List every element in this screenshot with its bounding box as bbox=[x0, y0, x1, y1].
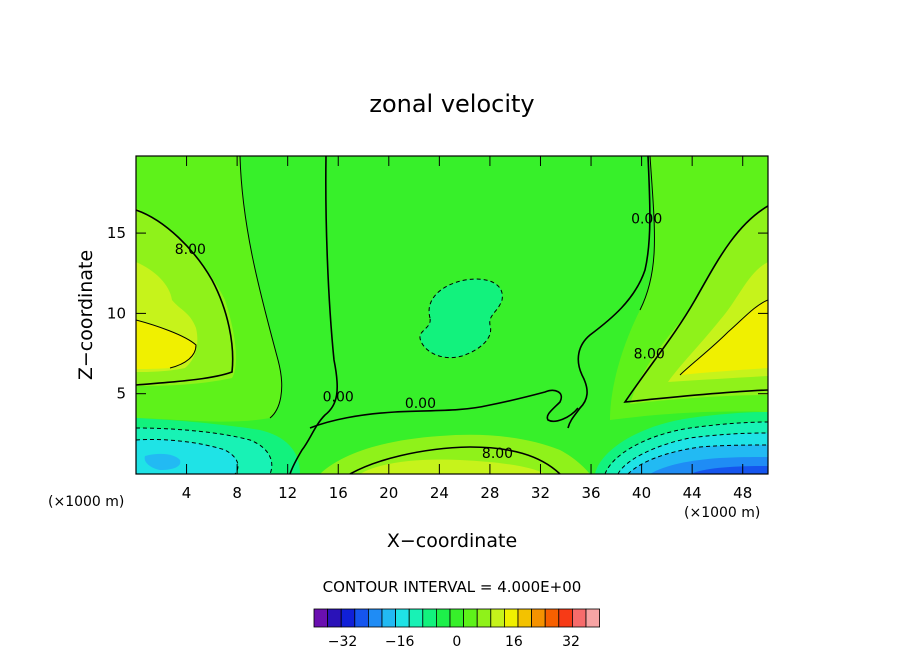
contour-value-label: 0.00 bbox=[323, 390, 354, 406]
colorbar-swatch bbox=[558, 608, 573, 628]
x-tick-label: 40 bbox=[632, 484, 651, 502]
contour-value-label: 8.00 bbox=[634, 346, 665, 362]
region-center-negative bbox=[419, 279, 503, 358]
colorbar-swatch bbox=[544, 608, 560, 628]
region-bottom-12 bbox=[360, 459, 545, 474]
colorbar-swatch bbox=[435, 608, 451, 628]
colorbar-swatch bbox=[490, 608, 505, 628]
contour-value-label: 8.00 bbox=[175, 242, 206, 258]
region-bl-neg4 bbox=[144, 453, 181, 470]
colorbar-swatch bbox=[340, 608, 356, 628]
colorbar-swatch bbox=[422, 608, 437, 628]
x-tick-label: 16 bbox=[329, 484, 348, 502]
plot-area bbox=[136, 156, 768, 474]
x-tick-label: 32 bbox=[531, 484, 550, 502]
plot-frame bbox=[135, 155, 769, 475]
x-tick-label: 24 bbox=[430, 484, 449, 502]
x-tick-label: 20 bbox=[379, 484, 398, 502]
colorbar-swatch bbox=[354, 608, 369, 628]
colorbar-tick-label: 32 bbox=[562, 634, 580, 650]
colorbar-swatch bbox=[572, 608, 587, 628]
colorbar-swatch bbox=[463, 608, 478, 628]
colorbar-tick-label: −16 bbox=[385, 634, 415, 650]
x-axis-label: X−coordinate bbox=[387, 530, 517, 552]
x-tick-label: 36 bbox=[581, 484, 600, 502]
chart-title: zonal velocity bbox=[369, 90, 534, 118]
colorbar-swatch bbox=[531, 608, 546, 628]
contour-lines bbox=[136, 156, 768, 474]
contour-value-label: 8.00 bbox=[482, 446, 513, 462]
x-tick-label: 28 bbox=[480, 484, 499, 502]
colorbar-tick-label: 16 bbox=[505, 634, 523, 650]
contour-label-layer: 8.00 0.00 0.00 8.00 0.00 8.00 bbox=[175, 211, 665, 461]
colorbar-swatch bbox=[395, 608, 410, 628]
y-axis: 5 10 15 bbox=[107, 224, 768, 403]
contour-value-label: 0.00 bbox=[631, 211, 662, 227]
x-tick-label: 8 bbox=[232, 484, 242, 502]
colorbar-swatch bbox=[313, 608, 329, 628]
region-left-16 bbox=[136, 320, 196, 369]
region-br-neg6 bbox=[690, 466, 768, 474]
contour-interval-label: CONTOUR INTERVAL = 4.000E+00 bbox=[323, 578, 582, 596]
y-tick-label: 5 bbox=[116, 385, 126, 403]
y-axis-label: Z−coordinate bbox=[75, 250, 97, 380]
x-tick-label: 44 bbox=[683, 484, 702, 502]
contour-value-label: 0.00 bbox=[405, 396, 436, 412]
x-tick-label: 48 bbox=[733, 484, 752, 502]
colorbar-swatch bbox=[367, 608, 383, 628]
colorbar-swatch bbox=[449, 608, 465, 628]
colorbar: −32 −16 0 16 32 bbox=[313, 608, 601, 650]
x-axis: 4 8 12 16 20 24 28 32 36 40 44 48 bbox=[182, 156, 752, 502]
colorbar-swatch bbox=[517, 608, 533, 628]
y-tick-label: 15 bbox=[107, 224, 126, 242]
x-unit-label-right: (×1000 m) bbox=[684, 505, 760, 521]
region-bottom-8 bbox=[320, 434, 590, 474]
colorbar-swatch bbox=[585, 608, 601, 628]
colorbar-swatch bbox=[327, 608, 342, 628]
colorbar-tick-label: 0 bbox=[452, 634, 461, 650]
y-tick-label: 10 bbox=[107, 304, 126, 322]
colorbar-swatch bbox=[476, 608, 492, 628]
colorbar-swatch bbox=[408, 608, 424, 628]
x-unit-label-left: (×1000 m) bbox=[48, 494, 124, 510]
colorbar-tick-label: −32 bbox=[328, 634, 358, 650]
colorbar-swatch bbox=[503, 608, 519, 628]
x-tick-label: 4 bbox=[182, 484, 192, 502]
colorbar-swatch bbox=[381, 608, 397, 628]
x-tick-label: 12 bbox=[278, 484, 297, 502]
